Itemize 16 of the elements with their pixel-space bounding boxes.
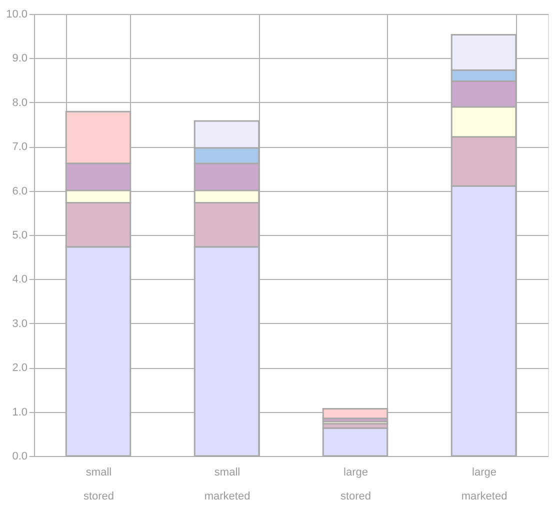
x-tick-label: small marketed (204, 466, 250, 502)
x-tick-label: small stored (83, 466, 114, 502)
y-tick-label: 5.0 (12, 230, 28, 242)
y-tick-label: 4.0 (12, 274, 28, 286)
y-tick-label: 10.0 (6, 8, 28, 20)
x-tick-label: large marketed (461, 466, 508, 502)
x-tick-label: large stored (340, 466, 372, 502)
y-tick-label: 3.0 (12, 318, 28, 330)
y-tick-label: 2.0 (12, 362, 28, 374)
y-tick-label: 6.0 (12, 185, 28, 198)
y-tick-label: 9.0 (12, 52, 28, 65)
y-tick-label: 1.0 (12, 406, 28, 418)
y-tick-label: 7.0 (12, 141, 28, 154)
y-tick-label: 8.0 (12, 96, 28, 109)
bar (322, 427, 388, 457)
y-tick-label: 0.0 (12, 450, 28, 462)
